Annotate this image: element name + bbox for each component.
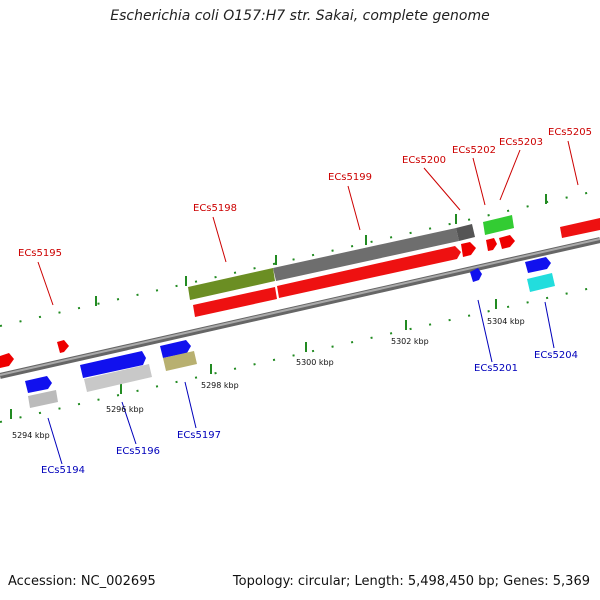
gene-ECs5201-blue[interactable] — [470, 268, 482, 282]
label-ECs5197[interactable]: ECs5197 — [177, 430, 221, 441]
label-ECs5196[interactable]: ECs5196 — [116, 446, 160, 457]
label-ECs5202[interactable]: ECs5202 — [452, 145, 496, 156]
label-ECs5198[interactable]: ECs5198 — [193, 203, 237, 214]
gene-ECs5195[interactable] — [57, 340, 69, 353]
label-ECs5199[interactable]: ECs5199 — [328, 172, 372, 183]
tick-label: 5296 kbp — [106, 405, 144, 414]
tick-label: 5304 kbp — [487, 317, 525, 326]
feature-ECs5198[interactable] — [188, 268, 275, 300]
tick-label: 5298 kbp — [201, 381, 239, 390]
feature-ECs5199[interactable] — [273, 228, 459, 281]
label-ECs5204[interactable]: ECs5204 — [534, 350, 578, 361]
forward-features — [188, 215, 514, 300]
gene-ECs5200-red[interactable] — [461, 242, 476, 257]
kbp-ticks — [10, 194, 547, 419]
forward-leaders — [37, 140, 579, 306]
label-ECs5200[interactable]: ECs5200 — [402, 155, 446, 166]
gene-ECs5202-red[interactable] — [486, 238, 497, 251]
genome-info-text: Topology: circular; Length: 5,498,450 bp… — [232, 574, 590, 589]
label-ECs5203[interactable]: ECs5203 — [499, 137, 543, 148]
feature-ECs5196[interactable] — [84, 364, 152, 392]
gene-ECs5196-blue[interactable] — [80, 351, 146, 378]
feature-ECs5204[interactable] — [527, 273, 555, 292]
map-title: Escherichia coli O157:H7 str. Sakai, com… — [110, 8, 490, 24]
gene-ECs5198-red[interactable] — [193, 287, 277, 317]
gene-ECs5203-red[interactable] — [499, 235, 515, 249]
feature-ECs5202[interactable] — [483, 215, 514, 235]
accession-text: Accession: NC_002695 — [8, 574, 156, 589]
feature-ECs5194[interactable] — [28, 390, 58, 408]
gene-partial-left[interactable] — [0, 353, 14, 368]
gene-ECs5205-red[interactable] — [560, 218, 600, 238]
reverse-features — [28, 273, 555, 408]
gene-ECs5199-red[interactable] — [277, 246, 461, 298]
forward-genes — [0, 218, 600, 368]
feature-ECs5200[interactable] — [456, 224, 475, 241]
tick-label: 5300 kbp — [296, 358, 334, 367]
tick-label: 5294 kbp — [12, 431, 50, 440]
feature-ECs5197[interactable] — [163, 351, 197, 371]
gene-ECs5204-blue[interactable] — [525, 257, 551, 273]
tick-label: 5302 kbp — [391, 337, 429, 346]
reverse-leaders — [47, 299, 555, 465]
label-ECs5205[interactable]: ECs5205 — [548, 127, 592, 138]
label-ECs5201[interactable]: ECs5201 — [474, 363, 518, 374]
label-ECs5195[interactable]: ECs5195 — [18, 248, 62, 259]
label-ECs5194[interactable]: ECs5194 — [41, 465, 85, 476]
gene-ECs5194-blue[interactable] — [25, 376, 52, 393]
